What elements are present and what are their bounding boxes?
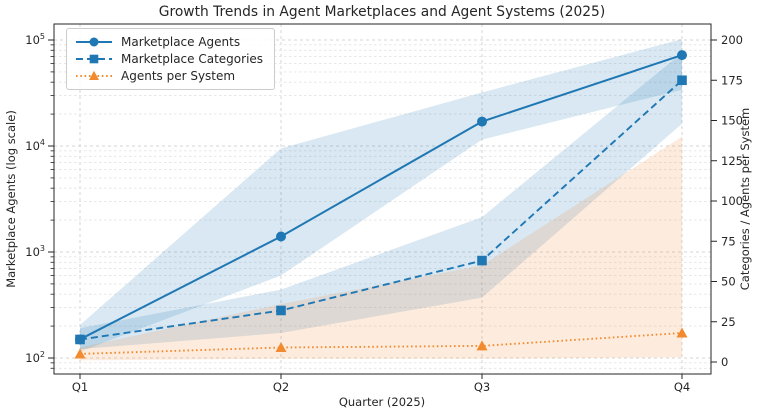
plot-border bbox=[53, 23, 712, 375]
data-point-marker bbox=[677, 50, 687, 61]
y-left-tick-label: 103 bbox=[25, 244, 45, 259]
y-right-tick-label: 175 bbox=[721, 73, 743, 87]
x-axis-label: Quarter (2025) bbox=[339, 395, 425, 409]
legend-circle-icon bbox=[76, 37, 112, 47]
legend-square-icon bbox=[76, 54, 112, 64]
legend-item: Agents per System bbox=[75, 68, 263, 84]
series-line bbox=[79, 332, 683, 355]
x-tick-label: Q3 bbox=[474, 380, 490, 394]
data-point-marker bbox=[476, 340, 488, 351]
data-point-marker bbox=[477, 116, 487, 127]
y-right-tick-label: 125 bbox=[721, 154, 743, 168]
series-line bbox=[79, 54, 683, 341]
y-right-tick-label: 200 bbox=[721, 33, 743, 47]
gridlines bbox=[54, 24, 711, 374]
y-right-tick-label: 100 bbox=[721, 194, 743, 208]
series-line bbox=[79, 79, 683, 341]
band-circle bbox=[80, 39, 682, 352]
plot-area: Q1 Q2 Q3 Q4 102 103 104 105 0 25 50 75 100 125 150 175 2… bbox=[25, 23, 743, 394]
legend-marker bbox=[89, 70, 99, 80]
confidence-bands bbox=[80, 39, 682, 361]
y-right-tick-label: 50 bbox=[721, 275, 736, 289]
y-right-tick-label: 0 bbox=[721, 355, 728, 369]
legend-marker bbox=[89, 37, 99, 47]
chart-title: Growth Trends in Agent Marketplaces and … bbox=[159, 4, 605, 20]
x-tick-label: Q4 bbox=[674, 380, 690, 394]
y-right-tick-label: 150 bbox=[721, 114, 743, 128]
data-point-marker bbox=[677, 75, 687, 86]
band-square bbox=[80, 52, 682, 350]
y-left-tick-label: 102 bbox=[25, 350, 45, 365]
y-right-tick-label: 25 bbox=[721, 315, 736, 329]
legend-marker bbox=[89, 54, 99, 64]
series-triangle bbox=[74, 327, 688, 359]
legend-triangle-icon bbox=[76, 70, 112, 80]
legend-label: Marketplace Categories bbox=[121, 52, 264, 66]
y-right-tick-label: 75 bbox=[721, 234, 736, 248]
legend-label: Marketplace Agents bbox=[121, 35, 241, 49]
data-point-marker bbox=[276, 231, 286, 242]
y-axis-label-left: Marketplace Agents (log scale) bbox=[4, 110, 18, 288]
data-point-marker bbox=[276, 305, 286, 316]
data-point-marker bbox=[676, 327, 688, 338]
data-point-marker bbox=[75, 334, 85, 345]
x-tick-label: Q2 bbox=[273, 380, 289, 394]
data-point-marker bbox=[477, 255, 487, 266]
chart-legend: Marketplace Agents Marketplace Categories… bbox=[66, 28, 276, 90]
series-square bbox=[75, 75, 687, 345]
legend-item: Marketplace Agents bbox=[75, 34, 263, 50]
data-point-marker bbox=[74, 348, 86, 359]
legend-label: Agents per System bbox=[121, 69, 236, 83]
y-left-tick-label: 105 bbox=[25, 32, 45, 47]
legend-item: Marketplace Categories bbox=[75, 51, 263, 67]
x-tick-label: Q1 bbox=[72, 380, 88, 394]
y-axis-label-right: Categories / Agents per System bbox=[738, 108, 752, 291]
axis-ticks bbox=[48, 39, 717, 379]
data-point-marker bbox=[275, 342, 287, 353]
y-left-tick-label: 104 bbox=[25, 138, 45, 153]
band-triangle bbox=[80, 136, 682, 361]
